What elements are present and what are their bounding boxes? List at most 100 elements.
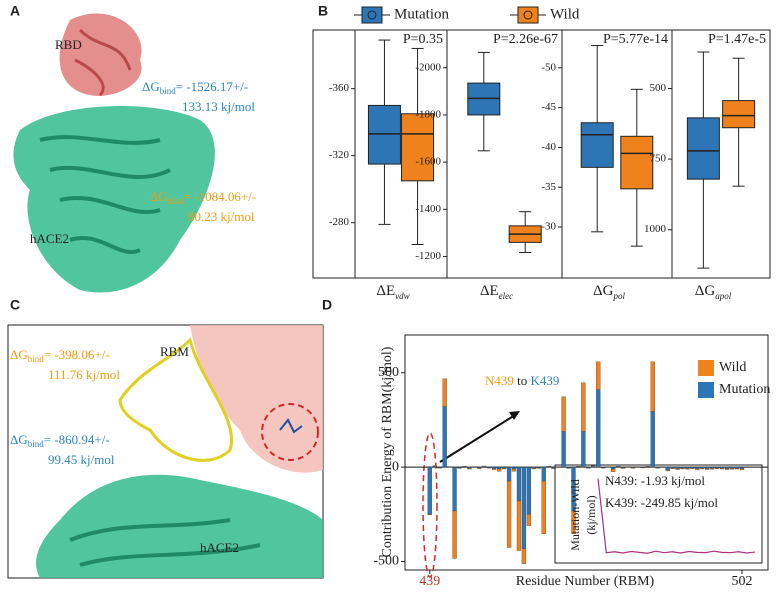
legend-label: Mutation	[719, 382, 770, 397]
y-tick-label: -1400	[415, 203, 441, 215]
y-tick-label: -45	[541, 101, 556, 113]
y-tick-label: -35	[541, 181, 556, 193]
dg-subscript: bind	[168, 196, 185, 206]
bar	[447, 466, 452, 468]
label-subscript: apol	[715, 291, 732, 301]
y-tick-label: 0	[392, 459, 399, 474]
inset-y-label: (kj/mol)	[584, 495, 598, 534]
y-tick-label: 1000	[644, 223, 667, 235]
y-tick-label: 500	[378, 365, 399, 380]
bar	[472, 466, 477, 468]
bar	[581, 431, 586, 468]
panel-label: D	[322, 297, 332, 313]
rbd-label: RBD	[55, 37, 82, 52]
dg-subscript: bind	[28, 354, 45, 364]
panel-label: B	[318, 3, 328, 19]
bar	[685, 468, 690, 470]
bar	[695, 466, 700, 469]
bar	[596, 389, 601, 468]
bar	[516, 466, 522, 502]
bar	[546, 466, 551, 467]
bar	[680, 466, 685, 469]
bar	[729, 466, 735, 469]
bar	[700, 468, 705, 470]
bar	[561, 431, 566, 468]
bar	[724, 468, 730, 470]
bar	[556, 466, 561, 468]
x-axis-label: ΔGapol	[695, 283, 732, 301]
bar	[561, 396, 566, 432]
bar	[591, 465, 596, 467]
bar	[715, 467, 720, 469]
p-value: P=0.35	[403, 32, 443, 47]
box	[686, 117, 720, 180]
bar	[680, 468, 685, 470]
inset-frame	[554, 464, 763, 564]
y-tick-label: -40	[541, 141, 556, 153]
bar	[497, 468, 502, 472]
bar	[452, 466, 457, 512]
legend-swatch	[517, 6, 539, 24]
plot-frame	[312, 29, 771, 279]
hace2-label: hACE2	[200, 540, 239, 555]
bar	[526, 466, 532, 515]
bar	[620, 467, 626, 469]
bar	[611, 466, 616, 470]
bar	[586, 467, 591, 469]
hace2-label: hACE2	[30, 231, 69, 246]
bar	[477, 467, 482, 469]
bar	[635, 466, 641, 468]
y-tick-label: -1600	[415, 156, 441, 168]
dg-subscript: bind	[28, 439, 45, 449]
box	[722, 100, 756, 129]
bar	[432, 465, 437, 467]
bar	[521, 548, 527, 564]
bar	[506, 480, 512, 548]
highlight-ellipse	[422, 432, 438, 578]
bar	[685, 466, 690, 469]
bar	[581, 382, 586, 432]
box	[620, 135, 654, 190]
legend-swatch	[698, 360, 714, 376]
bar	[625, 466, 631, 468]
bar	[576, 466, 581, 467]
y-tick-label: -2000	[415, 61, 441, 73]
bar	[720, 468, 725, 470]
y-tick-label: -500	[373, 554, 399, 569]
bar	[665, 469, 670, 472]
annotation-to-word: to	[514, 373, 531, 388]
y-axis-label: Contribution Energy of RBM(kj/mol)	[380, 346, 395, 557]
panel-label: C	[10, 297, 20, 313]
x-axis-label: ΔGpol	[593, 283, 625, 301]
bar	[482, 465, 487, 467]
bar	[611, 468, 616, 472]
label-symbol: ΔG	[593, 283, 614, 299]
bar	[467, 466, 472, 469]
bar	[596, 361, 601, 390]
legend-marker	[367, 10, 377, 20]
y-tick-label: -360	[329, 82, 350, 94]
box	[367, 104, 401, 165]
bar	[640, 467, 646, 469]
dg-value: = -1084.06+/-	[184, 189, 256, 204]
label-symbol: ΔG	[695, 283, 716, 299]
bar	[427, 514, 432, 515]
inset-line	[597, 478, 756, 554]
bar	[541, 466, 546, 482]
bar	[675, 466, 680, 469]
legend-label: Wild	[550, 6, 580, 22]
dg-error: 133.13 kj/mol	[182, 99, 255, 114]
bar	[630, 467, 636, 469]
bar	[660, 466, 665, 468]
legend-label: Mutation	[394, 6, 449, 22]
bar	[541, 480, 546, 534]
dg-error: 111.76 kj/mol	[48, 367, 120, 382]
dg-error: 80.23 kj/mol	[188, 209, 255, 224]
bar	[511, 468, 517, 472]
dg-wild: ΔGbind= -398.06+/-	[10, 347, 110, 364]
bar	[551, 467, 556, 469]
bar	[675, 468, 680, 470]
dg-subscript: bind	[160, 86, 177, 96]
bar	[615, 466, 621, 467]
